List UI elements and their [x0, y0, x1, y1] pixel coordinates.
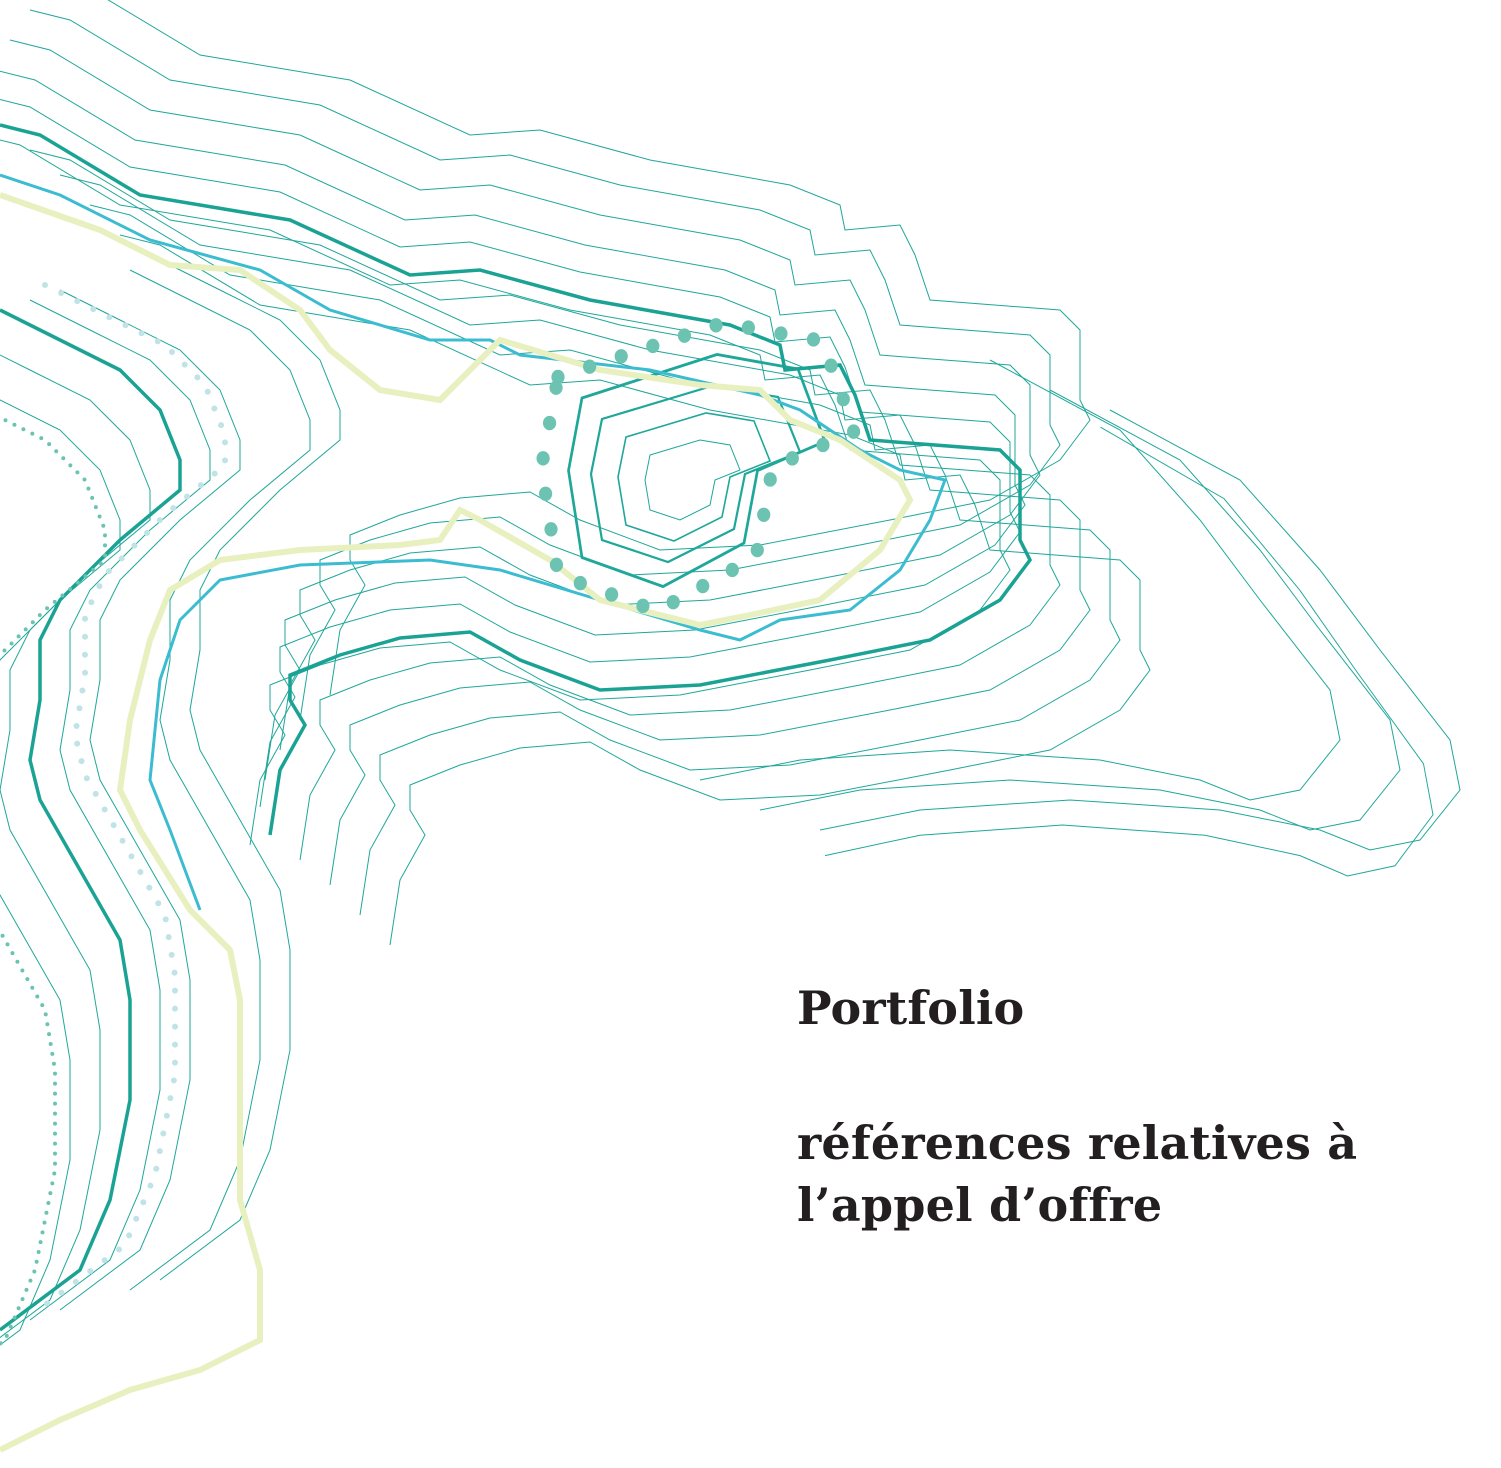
- left-contour: [0, 308, 182, 1332]
- subtitle-line: références relatives à: [797, 1116, 1358, 1170]
- title: Portfolio: [797, 981, 1025, 1035]
- subtitle-line: l’appel d’offre: [797, 1178, 1163, 1232]
- light-blue-contour: [0, 173, 948, 911]
- yellow-contour: [0, 192, 914, 1453]
- dotted-contours: [0, 285, 855, 1402]
